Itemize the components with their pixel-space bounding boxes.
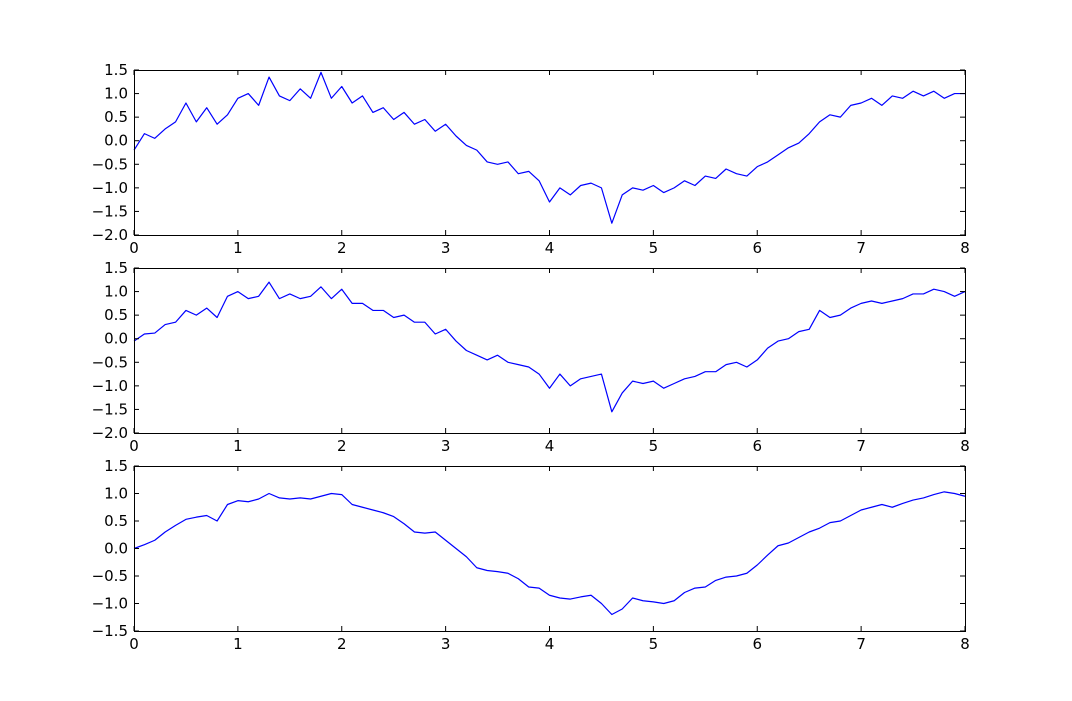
x-tick-label: 5	[649, 239, 659, 257]
x-tick-label: 0	[129, 635, 139, 653]
axes-frame	[134, 466, 966, 632]
x-tick-label: 3	[441, 437, 451, 455]
x-tick-label: 7	[856, 635, 866, 653]
x-tick-label: 6	[752, 239, 762, 257]
y-tick-label: 1.5	[104, 61, 128, 79]
series-line-1-1	[133, 71, 965, 224]
y-tick-label: −1.0	[92, 179, 128, 197]
subplot-3: 0 1 2 3 4 5 6 7 8 −1.5 −1.0 −0.5 0.0 0.5 1.0 1.5	[92, 457, 970, 653]
x-tick-label: 0	[129, 437, 139, 455]
x-tick-label: 8	[960, 437, 970, 455]
x-tick-label: 7	[856, 239, 866, 257]
x-tick-label: 6	[752, 437, 762, 455]
y-tick-label: −1.0	[92, 377, 128, 395]
x-tick-label: 1	[233, 239, 243, 257]
y-tick-label: 1.5	[104, 457, 128, 475]
y-tick-label: 1.0	[104, 283, 128, 301]
y-tick-label: −0.5	[92, 353, 128, 371]
x-tick-label: 2	[337, 635, 347, 653]
y-tick-label: 0.5	[104, 108, 128, 126]
x-tick-label: 1	[233, 437, 243, 455]
x-tick-label: 7	[856, 437, 866, 455]
x-tick-label: 4	[545, 635, 555, 653]
series-line-2-1	[133, 281, 966, 413]
x-tick-label: 5	[649, 437, 659, 455]
y-tick-label: −0.5	[92, 155, 128, 173]
x-tick-label: 1	[233, 635, 243, 653]
y-tick-label: 1.0	[104, 485, 128, 503]
y-tick-label: −2.0	[92, 424, 128, 442]
x-tick-label: 2	[337, 239, 347, 257]
y-tick-label: 0.0	[104, 540, 128, 558]
x-tick-label: 4	[545, 239, 555, 257]
series-line-3-1	[133, 491, 966, 616]
y-tick-label: 1.5	[104, 259, 128, 277]
x-tick-label: 0	[129, 239, 139, 257]
axes-frame	[134, 268, 966, 434]
axes-frame	[134, 70, 966, 236]
x-tick-label: 2	[337, 437, 347, 455]
y-tick-label: −1.0	[92, 595, 128, 613]
y-tick-label: −1.5	[92, 400, 128, 418]
y-tick-label: 0.5	[104, 512, 128, 530]
y-tick-label: 0.0	[104, 132, 128, 150]
y-tick-label: −1.5	[92, 622, 128, 640]
y-tick-label: −0.5	[92, 567, 128, 585]
y-tick-label: −2.0	[92, 226, 128, 244]
x-tick-label: 8	[960, 635, 970, 653]
y-tick-label: 0.0	[104, 330, 128, 348]
y-tick-label: 0.5	[104, 306, 128, 324]
subplot-2: 0 1 2 3 4 5 6 7 8 −2.0 −1.5 −1.0 −0.5 0.0 0.5 1.0 1.5	[92, 259, 970, 455]
x-tick-label: 3	[441, 239, 451, 257]
x-tick-label: 5	[649, 635, 659, 653]
y-tick-label: −1.5	[92, 202, 128, 220]
x-tick-label: 8	[960, 239, 970, 257]
subplot-1: 0 1 2 3 4 5 6 7 8 −2.0 −1.5 −1.0 −0.5 0.0 0.5 1.0 1.5	[92, 61, 970, 257]
x-tick-label: 3	[441, 635, 451, 653]
y-tick-label: 1.0	[104, 85, 128, 103]
x-tick-label: 4	[545, 437, 555, 455]
x-tick-label: 6	[752, 635, 762, 653]
